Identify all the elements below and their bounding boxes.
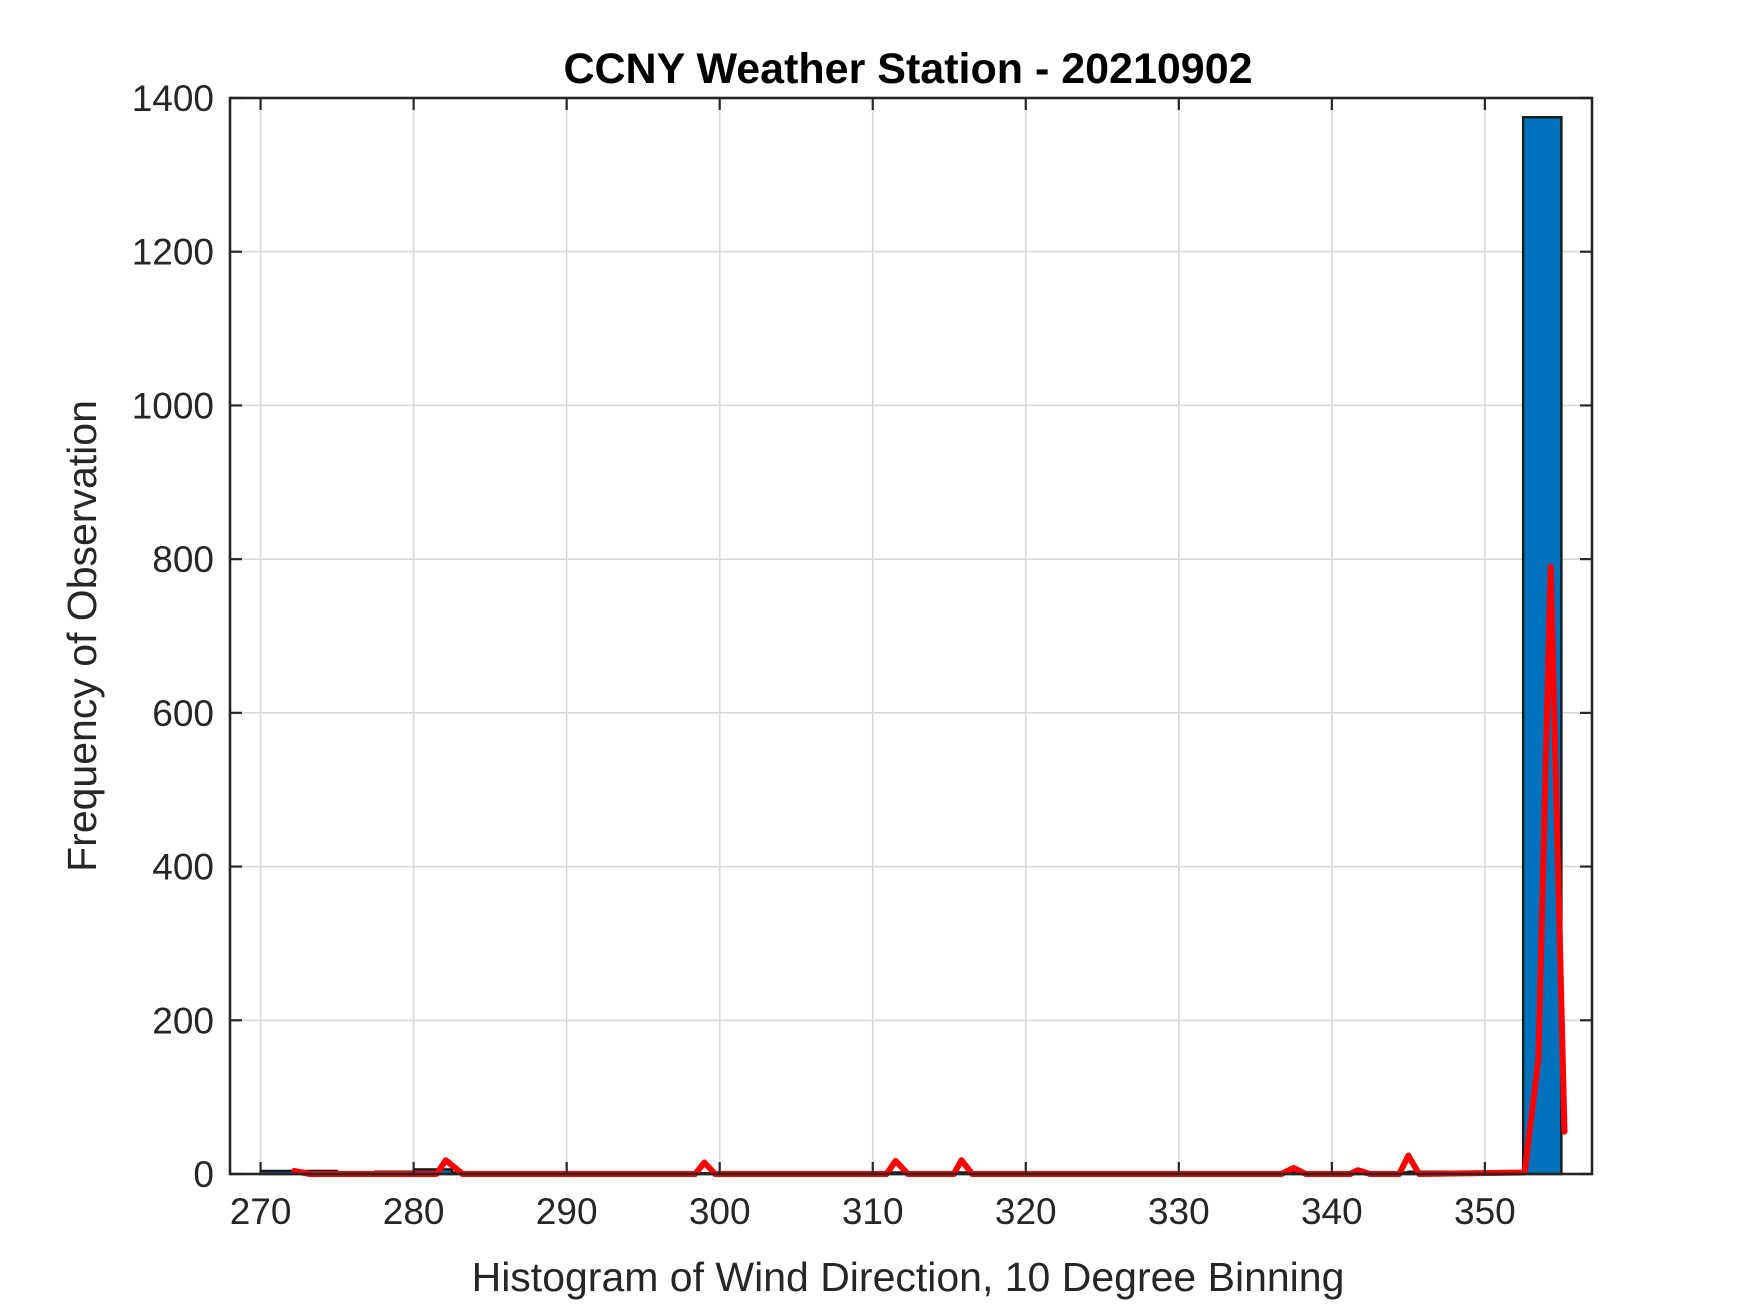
y-tick-label: 200 <box>152 1000 214 1041</box>
x-tick-label: 300 <box>689 1191 751 1232</box>
y-tick-label: 800 <box>152 539 214 580</box>
y-tick-label: 1200 <box>132 232 214 273</box>
x-axis-label: Histogram of Wind Direction, 10 Degree B… <box>472 1254 1345 1300</box>
y-axis-label: Frequency of Observation <box>59 400 105 872</box>
y-tick-label: 1000 <box>132 385 214 426</box>
axes-background <box>230 98 1592 1174</box>
x-tick-label: 310 <box>842 1191 904 1232</box>
x-tick-label: 290 <box>536 1191 598 1232</box>
x-tick-label: 280 <box>383 1191 445 1232</box>
x-tick-label: 320 <box>995 1191 1057 1232</box>
x-tick-label: 270 <box>230 1191 292 1232</box>
y-tick-label: 0 <box>193 1154 214 1195</box>
x-tick-labels: 270 280 290 300 310 320 330 340 350 <box>230 1191 1516 1232</box>
axes-box <box>228 96 1594 1176</box>
y-tick-label: 600 <box>152 693 214 734</box>
x-tick-label: 340 <box>1301 1191 1363 1232</box>
tick-marks <box>230 96 1592 1176</box>
x-tick-label: 350 <box>1454 1191 1516 1232</box>
y-tick-label: 400 <box>152 847 214 888</box>
y-tick-label: 1400 <box>132 78 214 119</box>
grid-lines <box>230 98 1592 1174</box>
chart-title: CCNY Weather Station - 20210902 <box>563 45 1252 93</box>
plot-area: 270 280 290 300 310 320 330 340 350 0 200 400 600 80… <box>132 78 1594 1232</box>
x-tick-label: 330 <box>1148 1191 1210 1232</box>
y-tick-labels: 0 200 400 600 800 1000 1200 1400 <box>132 78 214 1195</box>
